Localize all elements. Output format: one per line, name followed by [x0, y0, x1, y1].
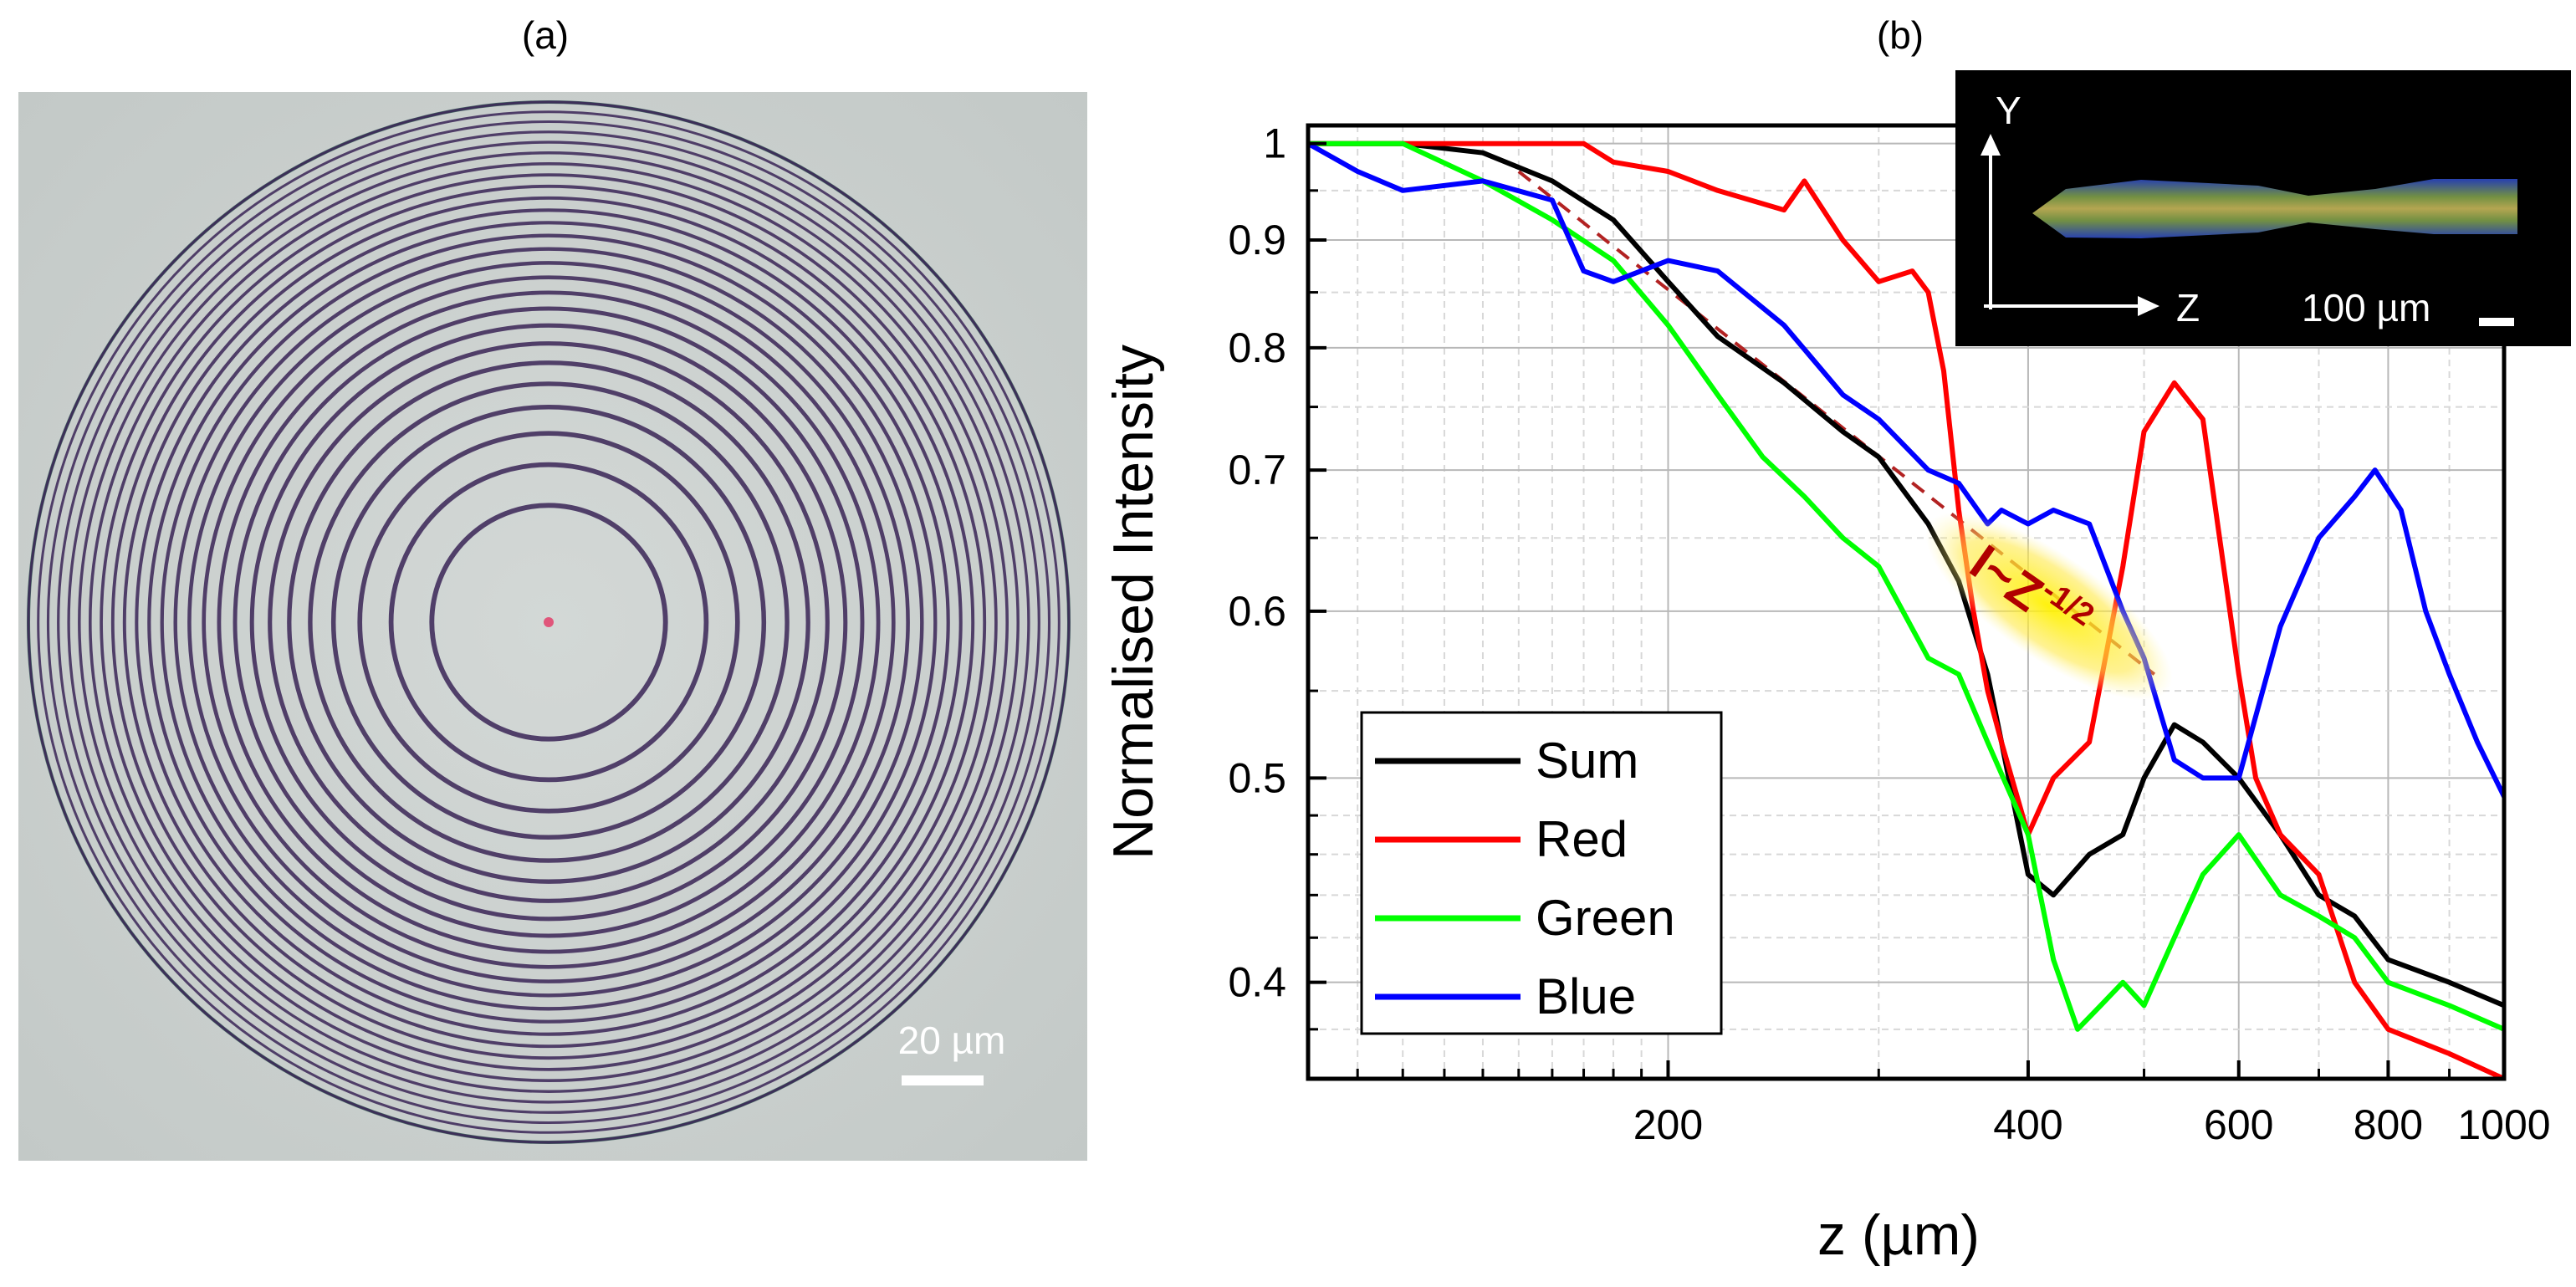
zone-ring: [249, 323, 848, 922]
micrograph-background: [18, 92, 1087, 1161]
y-tick-label: 0.5: [1228, 754, 1286, 801]
micrograph-scale-bar: [902, 1075, 984, 1085]
zone-ring: [287, 360, 810, 884]
fit-line: [1517, 170, 2156, 676]
zone-ring: [27, 100, 1071, 1144]
x-tick-label: 1000: [2457, 1101, 2550, 1148]
plot-frame: [1306, 123, 2507, 1081]
zone-ring: [308, 381, 790, 863]
y-tick-label: 0.7: [1228, 447, 1286, 493]
inset-z-arrowhead: [2138, 296, 2159, 316]
y-tick-label: 0.6: [1228, 588, 1286, 635]
series-line-red: [1308, 140, 2504, 1079]
zone-ring: [37, 110, 1061, 1134]
zone-ring: [88, 161, 1009, 1083]
legend-box: [1360, 711, 1723, 1035]
chart-panel: I~Z-1/2 200 400 600 800 1000 0.4 0.5 0.6 0.7 0.8 0…: [1101, 70, 2571, 1267]
zone-ring: [202, 275, 896, 969]
zone-ring: [57, 130, 1040, 1114]
micrograph-panel: 20 µm: [18, 92, 1087, 1161]
zone-ring: [100, 173, 998, 1071]
zone-ring: [330, 404, 767, 840]
inset-z-label: Z: [2176, 286, 2200, 329]
series-layer: [1308, 140, 2504, 1079]
zone-ring: [135, 208, 963, 1036]
x-axis-label: z (µm): [1817, 1203, 1980, 1267]
panel-label-b: (b): [1877, 13, 1924, 57]
inset-scale-bar-label: 100 µm: [2302, 286, 2430, 329]
y-axis-label: Normalised Intensity: [1101, 345, 1165, 860]
legend-label-blue: Blue: [1536, 968, 1636, 1024]
zone-ring: [187, 261, 910, 983]
zone-ring: [67, 140, 1030, 1104]
zone-ring: [217, 290, 881, 954]
zone-ring: [160, 233, 938, 1011]
zone-ring: [429, 503, 668, 742]
y-tick-label: 0.9: [1228, 217, 1286, 263]
annotation-glow: [1925, 512, 2173, 701]
legend-label-sum: Sum: [1536, 733, 1638, 789]
zone-ring: [388, 462, 709, 783]
x-tick-label: 200: [1633, 1101, 1703, 1148]
y-tick-label: 1: [1263, 120, 1286, 167]
zone-plate-rings: [27, 100, 1071, 1144]
zone-plate-center: [544, 617, 554, 627]
legend: Sum Red Green Blue: [1360, 711, 1723, 1035]
zone-ring: [357, 431, 740, 814]
power-law-annotation: I~Z-1/2: [1925, 512, 2173, 701]
inset-scale-bar: [2479, 318, 2514, 326]
y-tick-label: 0.8: [1228, 324, 1286, 371]
panel-label-a: (a): [522, 13, 569, 57]
inset-y-arrowhead: [1981, 134, 2001, 156]
y-tick-label: 0.4: [1228, 959, 1286, 1006]
zone-ring: [268, 341, 830, 903]
axis-tick-labels: 200 400 600 800 1000 0.4 0.5 0.6 0.7 0.8 0.9 1: [1228, 120, 2550, 1148]
zone-ring: [173, 247, 924, 998]
zone-ring: [147, 221, 950, 1024]
zone-ring: [110, 184, 987, 1060]
inset-beam: [2032, 179, 2517, 238]
zone-ring: [233, 306, 865, 938]
x-tick-label: 600: [2204, 1101, 2273, 1148]
zone-ring: [122, 196, 975, 1049]
inset-y-label: Y: [1996, 89, 2021, 132]
inset-image: Y Z 100 µm: [1955, 70, 2571, 346]
zone-ring: [46, 120, 1051, 1125]
micrograph-scale-bar-label: 20 µm: [898, 1019, 1006, 1062]
axis-ticks: [1308, 141, 2506, 1079]
x-tick-label: 400: [1993, 1101, 2062, 1148]
zone-ring: [78, 151, 1020, 1093]
legend-label-green: Green: [1536, 890, 1675, 946]
x-tick-label: 800: [2354, 1101, 2423, 1148]
legend-label-red: Red: [1536, 811, 1628, 867]
